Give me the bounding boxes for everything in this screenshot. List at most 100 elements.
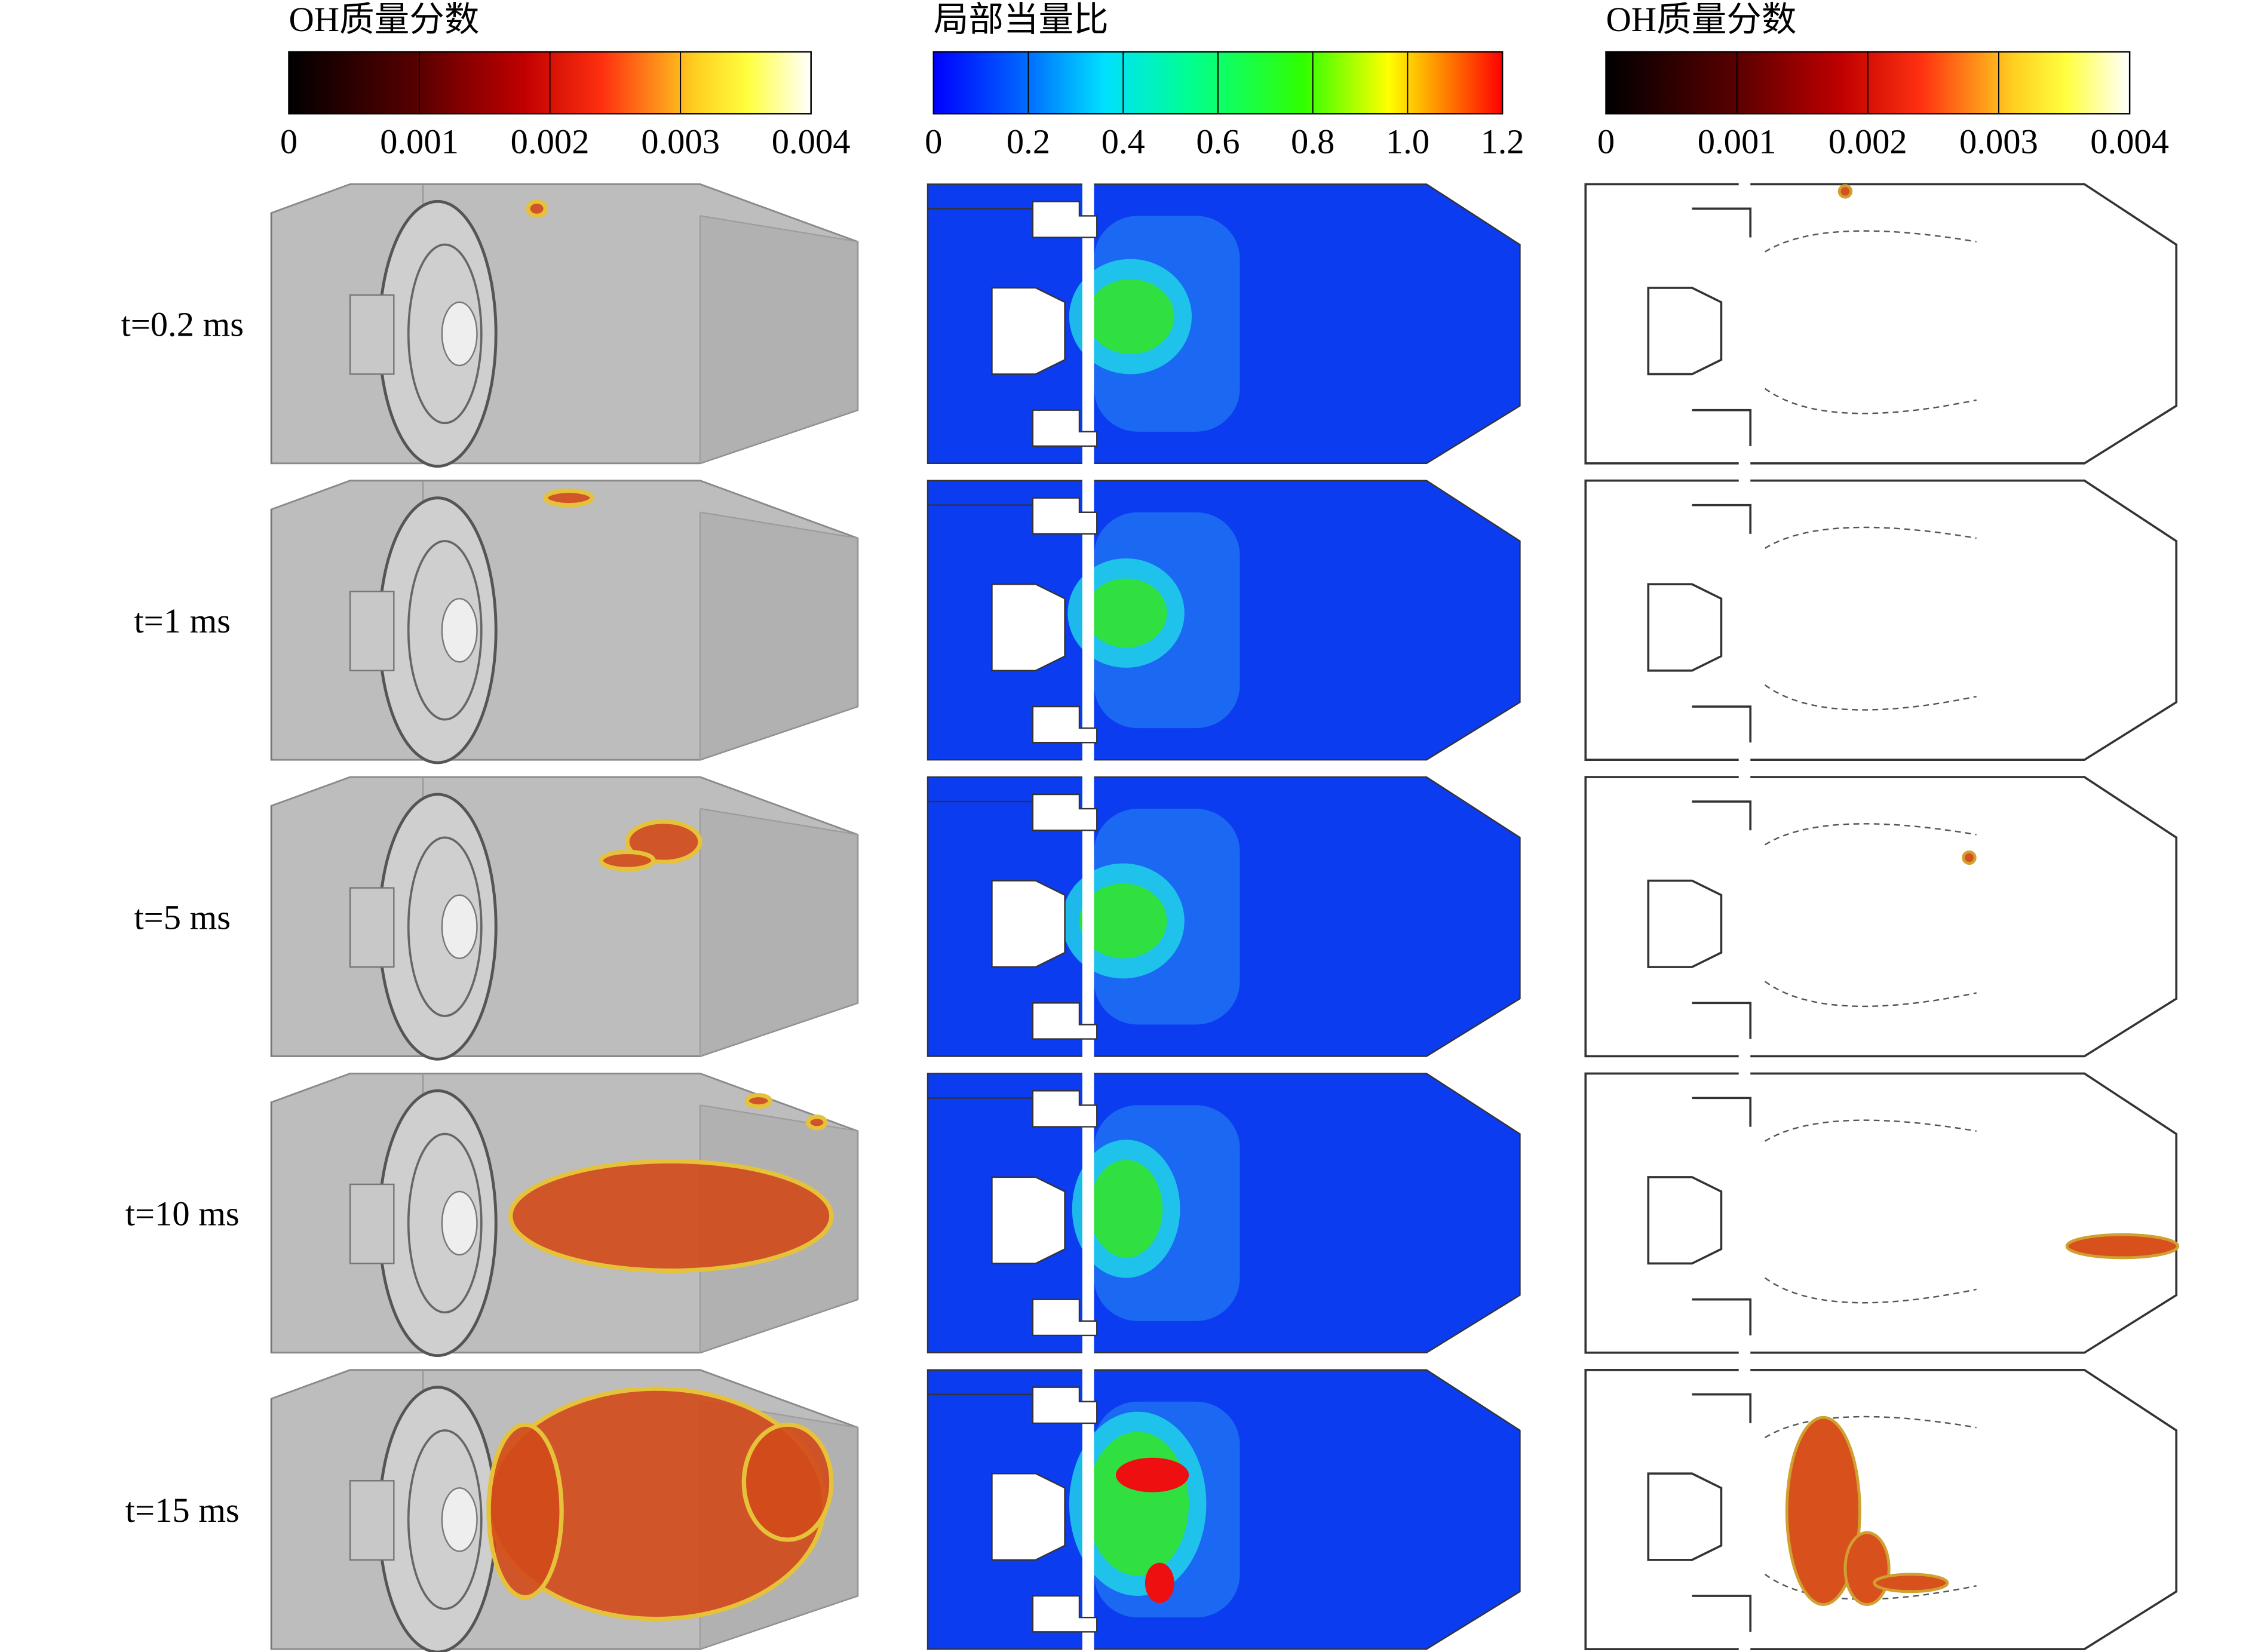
colorbar-tick-label: 1.0 — [1386, 122, 1429, 161]
colorbar-tick-label: 0.002 — [1829, 122, 1907, 161]
swirler-hub — [441, 1190, 478, 1256]
flame-boundary — [1764, 1277, 1977, 1304]
injector — [928, 497, 1098, 744]
injector-outline — [1647, 800, 1752, 1039]
flame-boundary — [1765, 823, 1977, 846]
flame-boundary — [1764, 1573, 1977, 1600]
phi-green — [1087, 279, 1174, 354]
oh-outline — [1584, 479, 2178, 761]
colorbar-tick-label: 0 — [1597, 122, 1615, 161]
swirler — [407, 1429, 483, 1610]
oh-flame — [543, 488, 595, 508]
chamber-face — [700, 216, 858, 463]
swirler — [407, 836, 483, 1017]
colorbar-title: 局部当量比 — [934, 0, 1109, 39]
colorbar-tick-label: 0.004 — [2090, 122, 2169, 161]
row — [270, 175, 2178, 472]
swirler — [378, 496, 498, 764]
colorbar-tick-label: 0.003 — [1959, 122, 2038, 161]
injector-outline — [1647, 1393, 1752, 1632]
nozzle — [349, 1183, 395, 1264]
swirler — [407, 540, 483, 721]
colorbar-tick-label: 0.4 — [1102, 122, 1145, 161]
gap — [1082, 472, 1094, 769]
gap — [1082, 768, 1094, 1065]
phi-green — [1085, 578, 1167, 648]
swirler — [407, 243, 483, 425]
oh-flame — [486, 1422, 564, 1600]
oh-flame — [508, 1159, 834, 1273]
nozzle — [349, 591, 395, 671]
flame-boundary — [1764, 684, 1977, 711]
row — [270, 1361, 2178, 1652]
colorbar-tick-label: 0.8 — [1291, 122, 1334, 161]
flame-boundary — [1764, 388, 1977, 414]
gap — [1082, 1361, 1094, 1652]
row — [270, 1064, 2180, 1362]
phi-green — [1090, 1159, 1163, 1258]
colorbar-tick-label: 0 — [280, 122, 297, 161]
flame-boundary — [1765, 526, 1977, 549]
nozzle — [349, 1480, 395, 1561]
oh-flame — [1873, 1573, 1949, 1593]
row-label: t=0.2 ms — [121, 305, 244, 344]
oh-outline — [1584, 183, 2178, 465]
oh-flame — [1962, 850, 1977, 865]
swirler-hub — [441, 301, 478, 367]
colorbar-tick-label: 0.6 — [1196, 122, 1240, 161]
oh-flame — [625, 819, 702, 864]
row-label: t=15 ms — [125, 1491, 240, 1530]
oh-flame — [1843, 1531, 1891, 1606]
swirler — [378, 793, 498, 1061]
colorbar-tick-label: 0.002 — [511, 122, 590, 161]
phi-green — [1079, 883, 1167, 959]
chamber-face — [700, 809, 858, 1057]
injector — [928, 1386, 1098, 1633]
injector — [928, 201, 1098, 447]
colorbar-tick-label: 0.004 — [772, 122, 851, 161]
oh-flame — [741, 1422, 834, 1542]
phi-red — [1145, 1562, 1174, 1604]
gap — [1082, 1064, 1094, 1362]
phi-red — [1116, 1457, 1189, 1493]
oh-flame — [599, 849, 656, 871]
injector-outline — [1647, 1097, 1752, 1335]
swirler — [378, 1386, 498, 1652]
injector-outline — [1647, 207, 1752, 446]
colorbar-tick-label: 0.2 — [1007, 122, 1050, 161]
oh-outline — [1584, 776, 2178, 1058]
injector — [928, 793, 1098, 1040]
colorbar-tick-label: 0.001 — [1698, 122, 1777, 161]
colorbar-tick-label: 0.001 — [380, 122, 459, 161]
flame-boundary — [1765, 1119, 1977, 1142]
oh-outline — [1584, 1072, 2178, 1354]
injector-outline — [1647, 503, 1752, 743]
oh-flame — [1785, 1415, 1861, 1606]
row-label: t=10 ms — [125, 1195, 240, 1233]
oh-flame — [526, 199, 548, 219]
row-label: t=1 ms — [134, 601, 231, 640]
phi-green — [1087, 1432, 1189, 1576]
swirler-hub — [441, 894, 478, 959]
oh-flame — [1837, 184, 1853, 199]
gap — [1082, 175, 1094, 472]
flame-boundary — [1764, 981, 1977, 1008]
chamber-face — [700, 512, 858, 760]
swirler — [378, 199, 498, 468]
swirler-hub — [441, 598, 478, 663]
flame-boundary — [1765, 230, 1977, 253]
colorbar-title: OH质量分数 — [1606, 0, 1796, 39]
swirler — [378, 1089, 498, 1358]
colorbar-tick-label: 0 — [925, 122, 942, 161]
row — [270, 768, 2178, 1065]
row-label: t=5 ms — [134, 898, 231, 937]
swirler — [407, 1132, 483, 1314]
oh-outline — [1584, 1368, 2178, 1650]
oh-flame — [744, 1092, 772, 1109]
nozzle — [349, 294, 395, 375]
nozzle — [349, 887, 395, 968]
oh-flame — [2065, 1233, 2180, 1260]
injector — [928, 1090, 1098, 1337]
